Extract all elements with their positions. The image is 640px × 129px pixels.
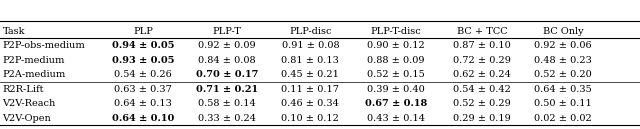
Text: 0.52 ± 0.20: 0.52 ± 0.20	[534, 70, 592, 79]
Text: 0.64 ± 0.13: 0.64 ± 0.13	[115, 99, 172, 108]
Text: V2V-Reach: V2V-Reach	[3, 99, 56, 108]
Text: 0.52 ± 0.15: 0.52 ± 0.15	[367, 70, 425, 79]
Text: 0.67 ± 0.18: 0.67 ± 0.18	[365, 99, 428, 108]
Text: 0.52 ± 0.29: 0.52 ± 0.29	[453, 99, 511, 108]
Text: 0.02 ± 0.02: 0.02 ± 0.02	[534, 114, 592, 123]
Text: 0.62 ± 0.24: 0.62 ± 0.24	[453, 70, 511, 79]
Text: 0.46 ± 0.34: 0.46 ± 0.34	[282, 99, 339, 108]
Text: 0.90 ± 0.12: 0.90 ± 0.12	[367, 41, 425, 50]
Text: 0.81 ± 0.13: 0.81 ± 0.13	[282, 56, 339, 65]
Text: V2V-Open: V2V-Open	[3, 114, 51, 123]
Text: BC + TCC: BC + TCC	[456, 27, 508, 36]
Text: Task: Task	[3, 27, 25, 36]
Text: 0.87 ± 0.10: 0.87 ± 0.10	[453, 41, 511, 50]
Text: P2A-medium: P2A-medium	[3, 70, 66, 79]
Text: 0.10 ± 0.12: 0.10 ± 0.12	[282, 114, 339, 123]
Text: 0.64 ± 0.35: 0.64 ± 0.35	[534, 85, 592, 94]
Text: 0.54 ± 0.42: 0.54 ± 0.42	[453, 85, 511, 94]
Text: 0.92 ± 0.09: 0.92 ± 0.09	[198, 41, 256, 50]
Text: R2R-Lift: R2R-Lift	[3, 85, 44, 94]
Text: PLP-T-disc: PLP-T-disc	[371, 27, 422, 36]
Text: 0.11 ± 0.17: 0.11 ± 0.17	[282, 85, 339, 94]
Text: PLP-disc: PLP-disc	[289, 27, 332, 36]
Text: 0.33 ± 0.24: 0.33 ± 0.24	[198, 114, 256, 123]
Text: BC Only: BC Only	[543, 27, 584, 36]
Text: 0.84 ± 0.08: 0.84 ± 0.08	[198, 56, 256, 65]
Text: 0.48 ± 0.23: 0.48 ± 0.23	[534, 56, 592, 65]
Text: 0.58 ± 0.14: 0.58 ± 0.14	[198, 99, 256, 108]
Text: 0.43 ± 0.14: 0.43 ± 0.14	[367, 114, 425, 123]
Text: 0.91 ± 0.08: 0.91 ± 0.08	[282, 41, 339, 50]
Text: 0.71 ± 0.21: 0.71 ± 0.21	[196, 85, 259, 94]
Text: 0.54 ± 0.26: 0.54 ± 0.26	[115, 70, 172, 79]
Text: 0.93 ± 0.05: 0.93 ± 0.05	[112, 56, 175, 65]
Text: PLP: PLP	[133, 27, 154, 36]
Text: 0.29 ± 0.19: 0.29 ± 0.19	[453, 114, 511, 123]
Text: 0.92 ± 0.06: 0.92 ± 0.06	[534, 41, 592, 50]
Text: 0.70 ± 0.17: 0.70 ± 0.17	[196, 70, 259, 79]
Text: 0.64 ± 0.10: 0.64 ± 0.10	[112, 114, 175, 123]
Text: P2P-obs-medium: P2P-obs-medium	[3, 41, 85, 50]
Text: 0.88 ± 0.09: 0.88 ± 0.09	[367, 56, 425, 65]
Text: 0.50 ± 0.11: 0.50 ± 0.11	[534, 99, 592, 108]
Text: 0.45 ± 0.21: 0.45 ± 0.21	[282, 70, 339, 79]
Text: 0.94 ± 0.05: 0.94 ± 0.05	[112, 41, 175, 50]
Text: 0.39 ± 0.40: 0.39 ± 0.40	[367, 85, 425, 94]
Text: 0.63 ± 0.37: 0.63 ± 0.37	[115, 85, 172, 94]
Text: PLP-T: PLP-T	[212, 27, 242, 36]
Text: 0.72 ± 0.29: 0.72 ± 0.29	[453, 56, 511, 65]
Text: P2P-medium: P2P-medium	[3, 56, 65, 65]
